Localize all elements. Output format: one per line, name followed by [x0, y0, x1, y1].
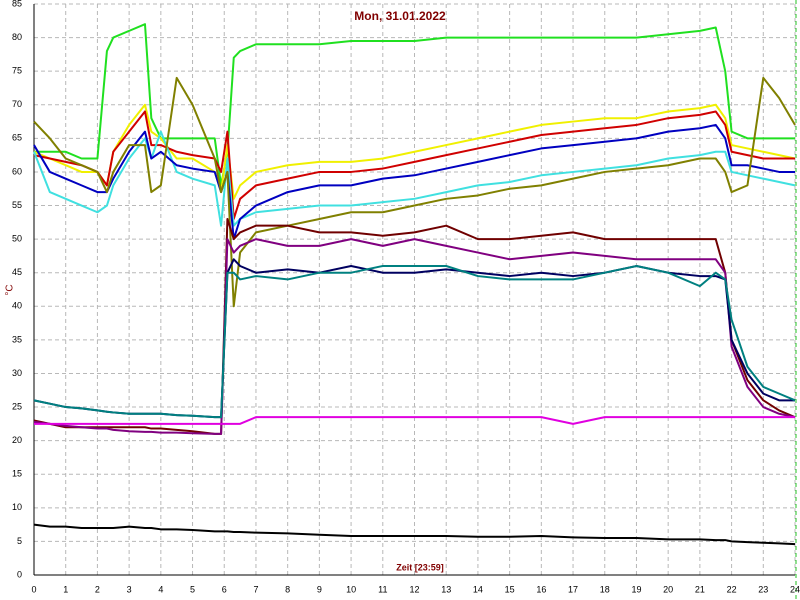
y-tick-label: 35 — [12, 334, 22, 344]
x-tick-label: 11 — [378, 584, 387, 594]
series-line — [33, 130, 796, 227]
y-tick-label: 25 — [12, 401, 22, 411]
x-tick-label: 1 — [63, 584, 68, 594]
x-tick-label: 6 — [222, 584, 227, 594]
x-tick-label: 10 — [346, 584, 356, 594]
y-tick-label: 70 — [12, 99, 22, 109]
x-tick-label: 16 — [536, 584, 546, 594]
y-tick-label: 0 — [17, 569, 22, 579]
x-tick-label: 17 — [568, 584, 578, 594]
x-tick-label: 21 — [695, 584, 705, 594]
x-tick-label: 13 — [441, 584, 451, 594]
x-tick-label: 20 — [663, 584, 673, 594]
y-tick-label: 30 — [12, 368, 22, 378]
y-tick-label: 50 — [12, 233, 22, 243]
y-tick-label: 10 — [12, 502, 22, 512]
x-tick-label: 14 — [473, 584, 483, 594]
y-tick-label: 65 — [12, 133, 22, 143]
x-tick-label: 12 — [409, 584, 419, 594]
x-tick-label: 2 — [95, 584, 100, 594]
x-tick-label: 9 — [317, 584, 322, 594]
y-tick-label: 45 — [12, 267, 22, 277]
x-tick-label: 3 — [127, 584, 132, 594]
y-tick-label: 15 — [12, 469, 22, 479]
series-line — [33, 110, 795, 220]
y-tick-label: 5 — [17, 536, 22, 546]
y-axis-label: °C — [5, 284, 16, 295]
x-tick-label: 23 — [758, 584, 768, 594]
series-line — [33, 76, 796, 308]
x-tick-label: 18 — [600, 584, 610, 594]
x-axis-label: Zeit [23:59] — [396, 562, 444, 572]
x-tick-label: 4 — [158, 584, 163, 594]
series-line — [33, 123, 795, 241]
x-tick-label: 7 — [253, 584, 258, 594]
x-tick-label: 8 — [285, 584, 290, 594]
y-tick-label: 40 — [12, 301, 22, 311]
series-line — [33, 264, 796, 419]
y-tick-label: 75 — [12, 66, 22, 76]
x-tick-label: 5 — [190, 584, 195, 594]
x-tick-label: 19 — [631, 584, 641, 594]
series-line — [33, 523, 796, 546]
y-tick-label: 55 — [12, 200, 22, 210]
x-tick-label: 24 — [790, 584, 800, 594]
series-line — [33, 217, 796, 435]
y-tick-label: 20 — [12, 435, 22, 445]
chart-title: Mon, 31.01.2022 — [354, 9, 446, 23]
x-tick-label: 22 — [727, 584, 737, 594]
y-tick-label: 80 — [12, 32, 22, 42]
series-line — [34, 23, 795, 187]
series-line — [33, 238, 796, 435]
x-tick-label: 15 — [505, 584, 515, 594]
series-line — [34, 416, 795, 425]
y-tick-label: 85 — [12, 0, 22, 8]
series-line — [33, 103, 796, 200]
y-tick-label: 60 — [12, 166, 22, 176]
x-tick-label: 0 — [31, 584, 36, 594]
